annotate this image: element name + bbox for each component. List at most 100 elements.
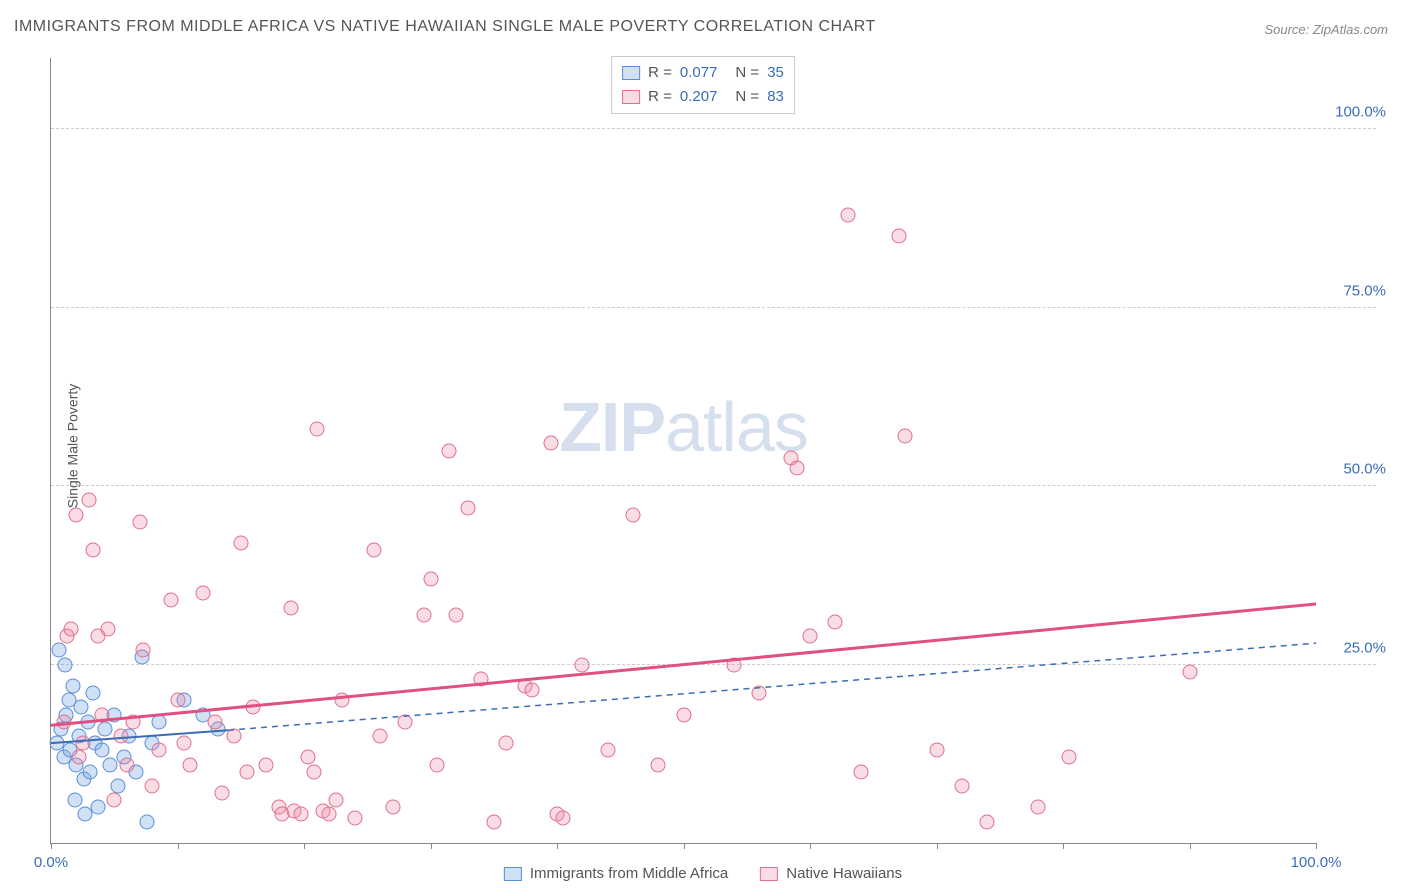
data-point	[347, 811, 362, 826]
legend-n-label: N =	[735, 61, 759, 85]
data-point	[85, 543, 100, 558]
data-point	[929, 743, 944, 758]
data-point	[113, 728, 128, 743]
data-point	[151, 743, 166, 758]
legend-swatch	[504, 867, 522, 881]
legend-r-value: 0.207	[680, 85, 718, 109]
data-point	[94, 707, 109, 722]
data-point	[119, 757, 134, 772]
data-point	[752, 686, 767, 701]
data-point	[57, 657, 72, 672]
data-point	[65, 679, 80, 694]
data-point	[385, 800, 400, 815]
x-tick	[178, 843, 179, 849]
x-tick	[557, 843, 558, 849]
data-point	[1062, 750, 1077, 765]
data-point	[625, 507, 640, 522]
legend-swatch	[622, 66, 640, 80]
legend-swatch	[760, 867, 778, 881]
chart-area: ZIPatlas 25.0%50.0%75.0%100.0%0.0%100.0%	[50, 58, 1316, 844]
legend-row: R =0.207N =83	[622, 85, 784, 109]
x-tick	[51, 843, 52, 849]
legend-n-value: 83	[767, 85, 784, 109]
data-point	[78, 807, 93, 822]
data-point	[69, 507, 84, 522]
data-point	[284, 600, 299, 615]
legend-r-value: 0.077	[680, 61, 718, 85]
data-point	[81, 493, 96, 508]
data-point	[103, 757, 118, 772]
data-point	[309, 422, 324, 437]
data-point	[828, 614, 843, 629]
x-tick-label: 0.0%	[34, 854, 68, 871]
legend-item: Immigrants from Middle Africa	[504, 865, 728, 882]
data-point	[556, 811, 571, 826]
y-tick-label: 100.0%	[1326, 104, 1386, 121]
data-point	[417, 607, 432, 622]
legend-swatch	[622, 90, 640, 104]
data-point	[398, 714, 413, 729]
data-point	[98, 721, 113, 736]
data-point	[524, 682, 539, 697]
data-point	[853, 764, 868, 779]
y-tick-label: 25.0%	[1326, 639, 1386, 656]
x-tick	[304, 843, 305, 849]
data-point	[575, 657, 590, 672]
data-point	[132, 514, 147, 529]
data-point	[51, 643, 66, 658]
data-point	[980, 814, 995, 829]
data-point	[126, 714, 141, 729]
data-point	[307, 764, 322, 779]
y-tick-label: 75.0%	[1326, 282, 1386, 299]
data-point	[322, 807, 337, 822]
data-point	[80, 714, 95, 729]
data-point	[423, 571, 438, 586]
data-point	[64, 621, 79, 636]
data-point	[68, 793, 83, 808]
data-point	[651, 757, 666, 772]
x-tick	[684, 843, 685, 849]
data-point	[107, 793, 122, 808]
data-point	[164, 593, 179, 608]
x-tick	[431, 843, 432, 849]
data-point	[840, 208, 855, 223]
x-tick	[1063, 843, 1064, 849]
data-point	[334, 693, 349, 708]
x-tick	[810, 843, 811, 849]
data-point	[372, 728, 387, 743]
data-point	[151, 714, 166, 729]
data-point	[208, 714, 223, 729]
data-point	[294, 807, 309, 822]
data-point	[543, 436, 558, 451]
y-tick-label: 50.0%	[1326, 461, 1386, 478]
x-tick-label: 100.0%	[1291, 854, 1342, 871]
x-tick	[937, 843, 938, 849]
gridline	[51, 485, 1376, 486]
data-point	[499, 736, 514, 751]
legend-label: Immigrants from Middle Africa	[530, 865, 728, 882]
data-point	[94, 743, 109, 758]
data-point	[727, 657, 742, 672]
legend-r-label: R =	[648, 61, 672, 85]
data-point	[1030, 800, 1045, 815]
data-point	[474, 671, 489, 686]
trend-lines	[51, 58, 1316, 843]
data-point	[176, 736, 191, 751]
legend-label: Native Hawaiians	[786, 865, 902, 882]
data-point	[328, 793, 343, 808]
legend-item: Native Hawaiians	[760, 865, 902, 882]
data-point	[259, 757, 274, 772]
data-point	[240, 764, 255, 779]
data-point	[954, 778, 969, 793]
legend-n-label: N =	[735, 85, 759, 109]
data-point	[183, 757, 198, 772]
data-point	[56, 714, 71, 729]
watermark: ZIPatlas	[559, 387, 808, 467]
data-point	[85, 686, 100, 701]
data-point	[461, 500, 476, 515]
data-point	[1182, 664, 1197, 679]
data-point	[140, 814, 155, 829]
x-tick	[1190, 843, 1191, 849]
data-point	[790, 461, 805, 476]
data-point	[195, 586, 210, 601]
